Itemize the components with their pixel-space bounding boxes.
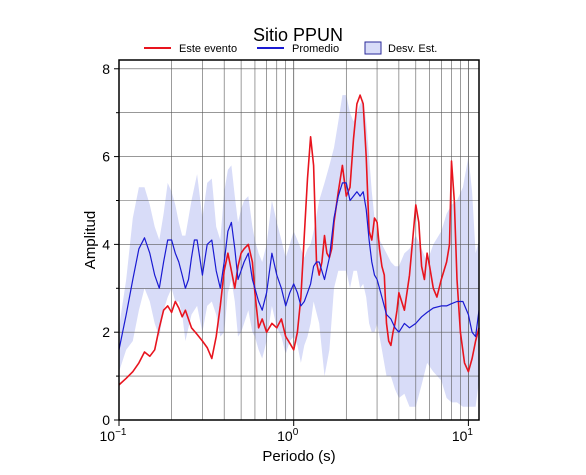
x-tick-label: 100	[277, 427, 299, 444]
x-axis-label: Periodo (s)	[262, 448, 335, 465]
y-axis-label: Amplitud	[82, 211, 99, 269]
plot-area: 0 2 4 6 8 10−1 100 101	[100, 59, 480, 444]
legend-label-este-evento: Este evento	[179, 43, 237, 55]
plot-frame	[118, 59, 480, 421]
x-tick-label: 10−1	[100, 427, 127, 444]
legend-label-promedio: Promedio	[292, 43, 339, 55]
y-tick-label: 0	[102, 412, 110, 428]
y-tick-label: 2	[102, 324, 110, 340]
promedio-line	[118, 182, 480, 350]
chart-title: Sitio PPUN	[253, 25, 343, 45]
legend-label-desv-est: Desv. Est.	[388, 43, 437, 55]
desv-est-band	[119, 95, 479, 407]
legend-swatch-desv-est	[364, 41, 382, 55]
este-evento-line	[118, 94, 480, 386]
x-tick-label: 101	[452, 427, 474, 444]
y-tick-label: 4	[102, 236, 110, 252]
y-tick-label: 6	[102, 149, 110, 165]
legend: Este evento Promedio Desv. Est.	[144, 41, 437, 55]
y-tick-label: 8	[102, 61, 110, 77]
